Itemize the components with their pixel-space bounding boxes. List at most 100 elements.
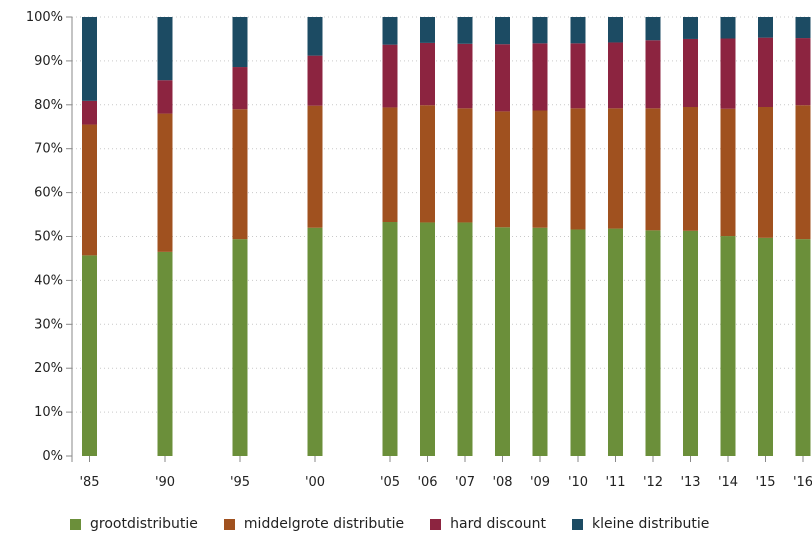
bar-segment xyxy=(683,17,698,39)
bar-segment xyxy=(157,17,173,81)
bar-segment xyxy=(645,40,661,109)
bar-segment xyxy=(758,17,773,38)
stacked-bar-chart: 0% 10% 20% 30% 40% 50% 60% 70% 80% 90% 100% '85 '90… xyxy=(26,10,812,490)
y-axis-ticks: 0% 10% 20% 30% 40% 50% 60% 70% 80% 90% 100% xyxy=(26,10,72,464)
x-tick-label: '09 xyxy=(530,475,550,490)
bar-segment xyxy=(683,106,698,231)
bar-segment xyxy=(570,17,586,44)
bar-segment xyxy=(795,17,811,39)
bar-segment xyxy=(720,38,736,109)
bar-segment xyxy=(232,17,248,68)
bar-segment xyxy=(570,229,586,456)
bar-segment xyxy=(382,44,398,108)
y-tick-label: 100% xyxy=(26,10,63,25)
bar-segment xyxy=(232,109,248,240)
legend-swatch xyxy=(430,518,442,530)
bar-segment xyxy=(720,108,736,237)
bar-segment xyxy=(307,105,323,228)
legend-swatch xyxy=(223,518,235,530)
legend-label: kleine distributie xyxy=(592,516,710,532)
bar-segment xyxy=(420,105,435,223)
bar-segment xyxy=(795,105,811,240)
bar-segment xyxy=(82,255,97,456)
bar-segment xyxy=(157,251,173,456)
bar-segment xyxy=(457,108,473,223)
bar-segment xyxy=(495,17,510,45)
bar-segment xyxy=(232,67,248,110)
bar-segment xyxy=(795,239,811,456)
x-tick-label: '15 xyxy=(755,475,775,490)
bar-segment xyxy=(495,44,510,112)
gridlines xyxy=(72,16,812,413)
y-tick-label: 30% xyxy=(34,317,63,332)
y-tick-label: 70% xyxy=(34,142,63,157)
bar-segment xyxy=(82,17,97,101)
legend-swatch xyxy=(572,518,584,530)
bar-segment xyxy=(382,107,398,223)
y-tick-label: 0% xyxy=(42,449,63,464)
legend-swatch xyxy=(70,518,81,530)
bar-segment xyxy=(457,43,473,109)
x-tick-label: '95 xyxy=(230,475,250,490)
bar-segment xyxy=(645,17,661,41)
x-tick-label: '05 xyxy=(380,475,400,490)
y-tick-label: 20% xyxy=(34,361,63,376)
bar-segment xyxy=(157,80,173,114)
x-tick-label: '13 xyxy=(680,475,700,490)
bar-segment xyxy=(720,236,736,456)
legend-item: hard discount xyxy=(430,516,546,532)
bar-segment xyxy=(608,17,623,43)
bar-segment xyxy=(683,230,698,456)
bar-segment xyxy=(307,55,323,106)
bar-segment xyxy=(645,108,661,231)
legend-label: grootdistributie xyxy=(90,516,198,532)
x-tick-label: '10 xyxy=(568,475,588,490)
bar-segment xyxy=(457,17,473,44)
bar-segment xyxy=(683,38,698,107)
bar-segment xyxy=(307,227,323,456)
x-tick-label: '11 xyxy=(605,475,625,490)
bar-segment xyxy=(495,111,510,228)
bars xyxy=(82,17,811,456)
bar-segment xyxy=(420,222,435,456)
bar-segment xyxy=(532,17,548,44)
bar-segment xyxy=(608,108,623,229)
x-tick-label: '06 xyxy=(417,475,437,490)
bar-segment xyxy=(532,43,548,111)
y-tick-label: 60% xyxy=(34,186,63,201)
x-tick-label: '07 xyxy=(455,475,475,490)
y-tick-label: 80% xyxy=(34,98,63,113)
x-tick-label: '08 xyxy=(492,475,512,490)
bar-segment xyxy=(570,108,586,230)
x-tick-label: '14 xyxy=(718,475,738,490)
x-tick-label: '00 xyxy=(305,475,325,490)
legend-item: kleine distributie xyxy=(572,516,709,532)
y-tick-label: 40% xyxy=(34,273,63,288)
bar-segment xyxy=(532,227,548,456)
x-axis-ticks: '85 '90 '95 '00 '05 '06 '07 '08 '09 '10 '11 '12 '13 '… xyxy=(79,456,812,490)
x-tick-label: '90 xyxy=(155,475,175,490)
bar-segment xyxy=(758,37,773,107)
bar-segment xyxy=(645,230,661,456)
bar-segment xyxy=(495,227,510,456)
bar-segment xyxy=(720,17,736,39)
bar-segment xyxy=(157,113,173,252)
legend-label: hard discount xyxy=(450,516,547,532)
bar-segment xyxy=(608,228,623,456)
bar-segment xyxy=(608,42,623,109)
y-tick-label: 90% xyxy=(34,54,63,69)
y-tick-label: 10% xyxy=(34,405,63,420)
bar-segment xyxy=(382,17,398,45)
bar-segment xyxy=(420,17,435,43)
bar-segment xyxy=(232,239,248,456)
legend-item: grootdistributie xyxy=(70,516,198,532)
legend: grootdistributie middelgrote distributie h… xyxy=(70,516,735,532)
bar-segment xyxy=(307,17,323,56)
legend-label: middelgrote distributie xyxy=(243,516,405,532)
bar-segment xyxy=(82,124,97,256)
bar-segment xyxy=(382,222,398,456)
legend-item: middelgrote distributie xyxy=(223,516,405,532)
bar-segment xyxy=(758,237,773,456)
bar-segment xyxy=(457,222,473,456)
